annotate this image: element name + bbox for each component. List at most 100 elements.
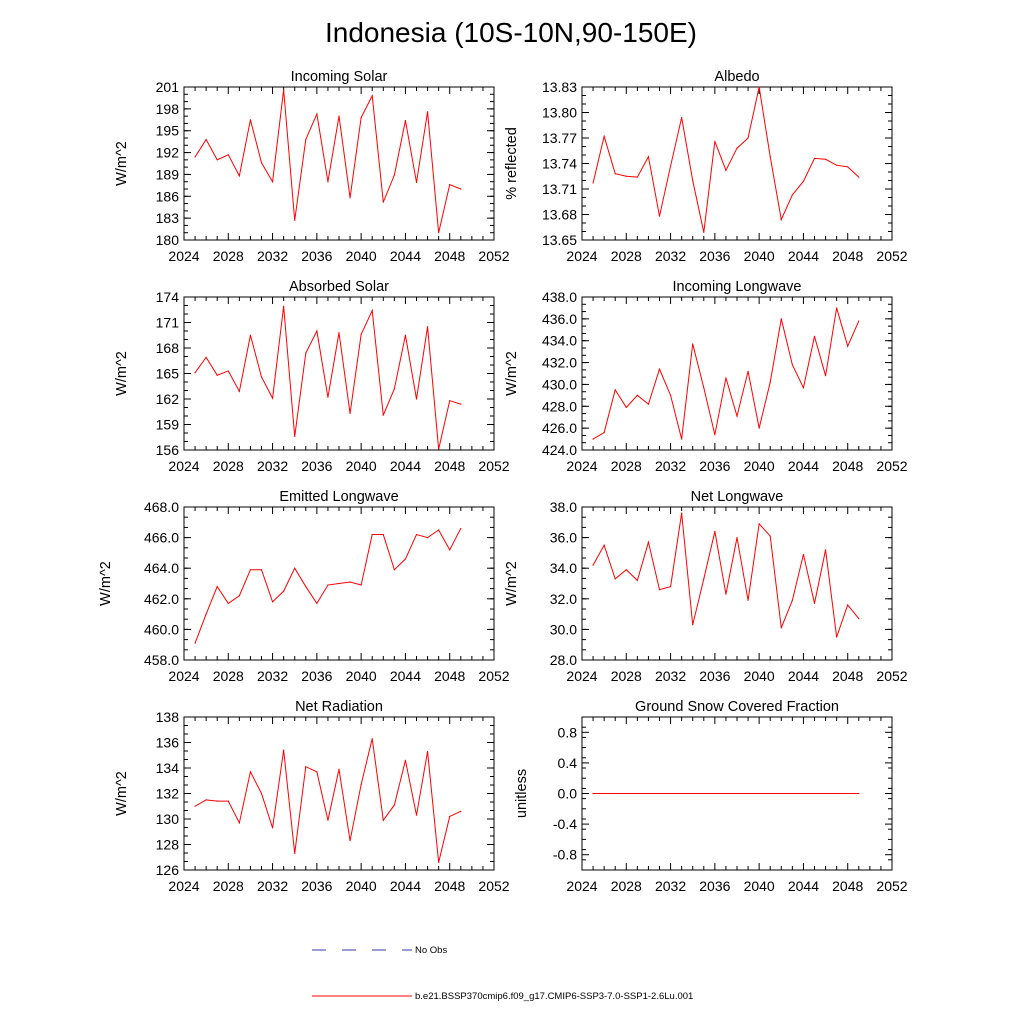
data-point (725, 377, 727, 379)
plot-frame (183, 296, 495, 451)
x-tick-label: 2028 (611, 878, 642, 894)
data-point (426, 537, 429, 539)
data-point (238, 595, 240, 597)
panels: Incoming Solar W/m^2 2024 2028 2032 2036 2040 2… (98, 69, 908, 894)
y-axis-title: W/m^2 (504, 561, 520, 606)
panel-title: Absorbed Solar (289, 279, 389, 295)
y-tick-label: 165 (156, 366, 180, 382)
data-point (360, 333, 362, 335)
data-point (438, 861, 440, 863)
data-point (316, 330, 318, 332)
x-tick-label: 2024 (566, 878, 597, 894)
data-point (647, 156, 650, 158)
plot-frame (581, 506, 893, 661)
data-point (338, 768, 340, 770)
y-tick-label: 38.0 (550, 499, 577, 515)
x-tick-label: 2032 (257, 458, 288, 474)
data-point (393, 388, 395, 390)
y-tick-label: 192 (156, 145, 180, 161)
y-tick-label: 34.0 (550, 560, 577, 576)
data-point (813, 335, 816, 337)
y-axis-title: unitless (514, 769, 530, 818)
data-point (636, 176, 638, 178)
x-tick-label: 2044 (788, 248, 819, 264)
x-tick-label: 2052 (478, 878, 509, 894)
y-tick-label: 201 (156, 79, 180, 95)
data-point (316, 771, 318, 773)
x-tick-label: 2036 (699, 248, 730, 264)
x-tick-label: 2052 (876, 878, 907, 894)
y-tick-label: 198 (156, 101, 180, 117)
y-axis-title: W/m^2 (114, 771, 130, 816)
data-point (216, 585, 218, 588)
x-tick-label: 2024 (566, 248, 597, 264)
data-point (205, 613, 207, 615)
data-point (692, 343, 694, 345)
data-point (415, 533, 418, 536)
figure-title: Indonesia (10S-10N,90-150E) (325, 17, 697, 48)
data-point (714, 434, 716, 436)
data-point (791, 194, 793, 196)
data-point (858, 176, 860, 178)
data-point (802, 180, 805, 182)
data-point (194, 642, 196, 644)
data-point (260, 569, 263, 571)
data-point (460, 188, 462, 190)
data-point (404, 119, 407, 122)
data-point (305, 138, 307, 141)
data-point (658, 589, 661, 591)
x-tick-label: 2028 (213, 458, 244, 474)
x-tick-label: 2040 (744, 458, 775, 474)
x-tick-label: 2044 (390, 458, 421, 474)
data-point (271, 181, 274, 183)
panel-title: Incoming Solar (291, 69, 388, 85)
y-tick-label: 138 (156, 709, 180, 725)
data-point (349, 581, 351, 583)
data-point (714, 530, 716, 533)
data-point (791, 599, 793, 601)
data-point (836, 164, 838, 166)
data-point (758, 427, 760, 429)
data-point (205, 138, 207, 141)
x-tick-label: 2024 (168, 878, 199, 894)
y-tick-label: 436.0 (542, 311, 577, 327)
x-tick-label: 2052 (478, 248, 509, 264)
x-tick-label: 2048 (434, 248, 465, 264)
data-point (393, 174, 395, 176)
data-point (238, 822, 240, 824)
x-tick-label: 2032 (655, 248, 686, 264)
data-point (382, 533, 384, 536)
y-tick-label: 0.4 (558, 755, 578, 771)
data-point (592, 792, 594, 795)
x-tick-label: 2052 (478, 458, 509, 474)
data-point (305, 352, 307, 354)
data-point (791, 364, 793, 366)
plot-frame (183, 716, 495, 871)
data-point (780, 318, 782, 320)
y-tick-label: 458.0 (144, 652, 179, 668)
data-point (858, 320, 860, 322)
data-point (338, 115, 340, 117)
data-point (283, 305, 285, 307)
data-point (592, 182, 594, 184)
data-point (349, 197, 351, 199)
data-point (449, 549, 451, 551)
y-axis-title: % reflected (504, 127, 520, 200)
data-point (769, 381, 771, 383)
data-point (227, 370, 229, 372)
y-tick-label: 464.0 (144, 560, 179, 576)
series-line-net-longwave (592, 513, 860, 638)
x-tick-label: 2036 (301, 878, 332, 894)
x-tick-label: 2040 (346, 458, 377, 474)
y-tick-label: 186 (156, 188, 180, 204)
panel-incoming-longwave: Incoming Longwave W/m^2 2024 2028 2032 2036 20… (504, 279, 908, 474)
data-point (669, 165, 672, 167)
data-point (460, 527, 462, 530)
panel-title: Emitted Longwave (279, 489, 398, 505)
data-point (249, 569, 252, 571)
x-tick-label: 2036 (699, 668, 730, 684)
data-point (669, 585, 672, 588)
data-point (438, 232, 440, 234)
data-point (636, 394, 638, 396)
y-tick-label: 171 (156, 315, 180, 331)
